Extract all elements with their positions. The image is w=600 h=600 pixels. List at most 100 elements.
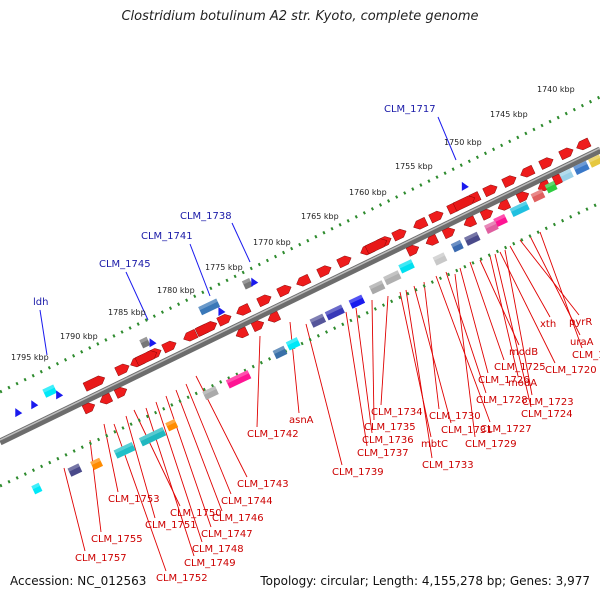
- gene-label-bottom: CLM_1749: [184, 558, 236, 569]
- gene-box-shape: [113, 441, 136, 459]
- gene-red-bottom-shape: [425, 234, 440, 246]
- callout-line: [445, 271, 487, 394]
- gene-box-shine: [90, 457, 101, 466]
- map-title: Clostridium botulinum A2 str. Kyoto, com…: [121, 9, 479, 24]
- gene-marker: [461, 181, 469, 191]
- gene-box-shape: [398, 259, 415, 274]
- gene-red-bottom-shape: [250, 320, 265, 333]
- callout-line: [469, 261, 505, 361]
- gene-red-top-shape: [256, 294, 272, 308]
- callout-line: [89, 439, 102, 533]
- gene-box-shape: [588, 154, 600, 168]
- gene-red-top: [316, 265, 332, 278]
- outer-dotted-track: [0, 95, 600, 394]
- gene-red-bottom: [425, 234, 440, 246]
- gene-label-bottom: CLM_1727: [480, 424, 532, 435]
- gene-box-shape: [272, 345, 288, 360]
- gene-red-top: [482, 184, 498, 198]
- gene-red-top: [256, 294, 272, 308]
- gene-box: [544, 180, 558, 194]
- genes-layer: [15, 137, 600, 495]
- gene-box-upper-shine: [198, 298, 218, 311]
- gene-label-bottom: mbtC: [421, 439, 448, 450]
- gene-box-shine: [348, 294, 363, 304]
- gene-red-top-shape: [336, 255, 352, 269]
- gene-box: [383, 270, 402, 286]
- gene-red-top-shape: [482, 184, 498, 198]
- gene-box-shape: [31, 482, 43, 495]
- gene-box: [309, 313, 327, 328]
- gene-red-bottom: [250, 320, 265, 333]
- gene-box: [509, 201, 530, 218]
- callout-line: [454, 273, 476, 438]
- callout-line: [103, 423, 119, 493]
- gene-label-top: CLM_1738: [180, 211, 232, 222]
- callout-line: [256, 335, 261, 428]
- gene-red-bottom-shape: [515, 191, 530, 204]
- gene-red-top: [276, 284, 292, 298]
- gene-box-shine: [31, 482, 41, 490]
- callout-line: [175, 389, 223, 512]
- gene-marker: [31, 400, 39, 410]
- callout-line: [459, 267, 489, 374]
- gene-red-top: [413, 216, 429, 230]
- gene-red-bottom-shape: [81, 402, 96, 415]
- gene-red-bottom: [113, 387, 128, 399]
- gene-box-shape: [324, 304, 345, 321]
- gene-label-bottom: CLM_1736: [362, 435, 414, 446]
- gene-red-top: [114, 363, 130, 377]
- gene-red-bottom: [235, 326, 250, 339]
- gene-label-bottom: asnA: [289, 415, 314, 426]
- tick-label: 1755 kbp: [395, 162, 433, 171]
- gene-red-top-shape: [501, 175, 517, 188]
- gene-red-block-shape: [82, 375, 106, 392]
- gene-box-shine: [484, 220, 497, 229]
- gene-box-upper: [241, 277, 253, 290]
- gene-box-shine: [464, 231, 479, 241]
- callout-line: [504, 249, 533, 396]
- callout-line: [305, 323, 343, 466]
- backbone-layer: [0, 146, 600, 446]
- gene-red-top: [336, 255, 352, 269]
- gene-label-bottom: CLM_1728: [476, 395, 528, 406]
- gene-red-bottom-shape: [267, 310, 282, 323]
- gene-box-shine: [559, 168, 572, 177]
- gene-red-top: [391, 228, 407, 242]
- callout-line: [489, 255, 519, 377]
- gene-label-bottom: modB: [509, 347, 538, 358]
- gene-red-bottom: [405, 244, 420, 257]
- gene-red-bottom: [267, 310, 282, 323]
- callout-line: [494, 253, 532, 408]
- gene-label-bottom: CLM_1737: [357, 448, 409, 459]
- gene-box: [285, 337, 301, 351]
- gene-label-top: CLM_1741: [141, 231, 193, 242]
- callout-line: [380, 295, 389, 406]
- gene-red-top-shape: [316, 265, 332, 278]
- gene-red-bottom-shape: [479, 208, 494, 221]
- callout-line: [231, 222, 251, 263]
- gene-label-bottom: xth: [540, 319, 556, 330]
- gene-label-top: ldh: [33, 297, 48, 308]
- gene-box-shape: [484, 220, 499, 234]
- gene-box-shine: [225, 370, 249, 384]
- gene-box: [484, 220, 499, 234]
- genome-summary-text: Topology: circular; Length: 4,155,278 bp…: [260, 574, 590, 588]
- gene-box-upper-shape: [42, 384, 58, 398]
- gene-red-top-shape: [558, 147, 574, 161]
- gene-red-top-shape: [183, 328, 199, 342]
- gene-box: [225, 370, 252, 389]
- gene-box-upper-shape: [139, 336, 151, 349]
- gene-marker: [251, 277, 259, 287]
- gene-red-top-shape: [538, 157, 554, 170]
- gene-red-block: [82, 375, 106, 392]
- accession-text: Accession: NC_012563: [10, 574, 147, 588]
- gene-label-top: CLM_1745: [99, 259, 151, 270]
- gene-red-bottom-shape: [441, 227, 456, 240]
- gene-box-shape: [530, 189, 546, 203]
- gene-label-bottom: CLM_1720: [545, 365, 597, 376]
- gene-marker: [149, 338, 157, 348]
- tick-label: 1760 kbp: [349, 188, 387, 197]
- gene-box-shape: [309, 313, 327, 328]
